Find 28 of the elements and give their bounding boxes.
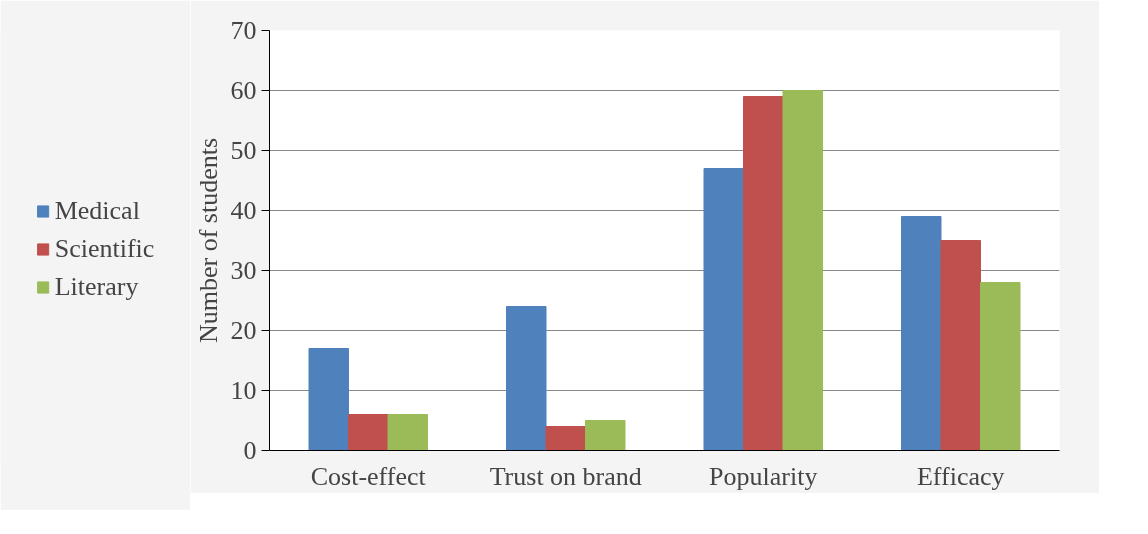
y-tick-label: 0 bbox=[243, 436, 257, 465]
y-axis-title: Number of students bbox=[193, 137, 223, 344]
x-tick-label: Cost-effect bbox=[310, 461, 427, 491]
x-tick-label: Popularity bbox=[709, 461, 818, 491]
bar bbox=[980, 282, 1021, 451]
bar bbox=[387, 414, 428, 451]
bar bbox=[348, 414, 389, 451]
legend-label: Literary bbox=[54, 271, 139, 302]
bar bbox=[506, 306, 547, 451]
bar bbox=[585, 420, 626, 451]
y-tick-label: 40 bbox=[230, 196, 257, 225]
y-tick-label: 70 bbox=[230, 16, 257, 45]
legend-label: Medical bbox=[54, 195, 140, 226]
y-tick-label: 60 bbox=[230, 76, 257, 105]
bar bbox=[703, 168, 744, 451]
bar bbox=[901, 216, 942, 451]
bar bbox=[743, 96, 784, 451]
y-tick-label: 10 bbox=[230, 376, 257, 405]
bar bbox=[545, 426, 586, 451]
y-tick-label: 20 bbox=[230, 316, 257, 345]
x-tick-label: Efficacy bbox=[916, 461, 1005, 491]
x-tick-label: Trust on brand bbox=[489, 461, 642, 491]
y-tick-label: 30 bbox=[230, 256, 257, 285]
bar bbox=[782, 90, 823, 451]
bar bbox=[940, 240, 981, 451]
legend-label: Scientific bbox=[54, 233, 155, 264]
bar bbox=[308, 348, 349, 451]
y-tick-label: 50 bbox=[230, 136, 257, 165]
